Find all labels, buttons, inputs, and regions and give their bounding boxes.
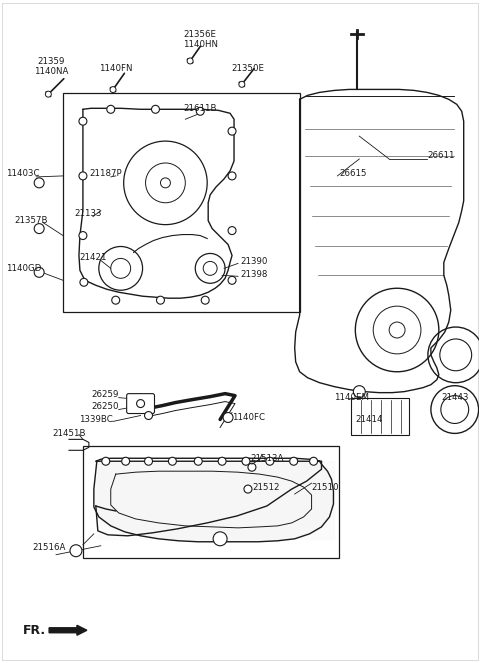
Circle shape — [110, 87, 116, 93]
Text: 21398: 21398 — [240, 271, 267, 279]
Circle shape — [122, 457, 130, 465]
Text: 26259: 26259 — [91, 390, 119, 398]
Circle shape — [248, 463, 256, 471]
Text: 21611B: 21611B — [183, 104, 217, 113]
Circle shape — [201, 296, 209, 304]
Circle shape — [144, 457, 153, 465]
Text: 21421: 21421 — [79, 253, 107, 263]
Text: 1140EM: 1140EM — [334, 392, 369, 402]
Circle shape — [34, 178, 44, 188]
Circle shape — [137, 400, 144, 408]
Text: 26615: 26615 — [339, 169, 367, 178]
Polygon shape — [94, 461, 334, 542]
Circle shape — [213, 532, 227, 546]
Circle shape — [156, 296, 165, 304]
Circle shape — [107, 105, 115, 113]
Text: 26611: 26611 — [427, 151, 455, 160]
Text: 21443: 21443 — [441, 392, 468, 402]
Text: 21187P: 21187P — [89, 169, 122, 178]
Circle shape — [228, 127, 236, 135]
Circle shape — [218, 457, 226, 465]
Circle shape — [228, 172, 236, 180]
Circle shape — [79, 172, 87, 180]
Circle shape — [244, 485, 252, 493]
Circle shape — [70, 545, 82, 557]
Circle shape — [152, 105, 159, 113]
Circle shape — [290, 457, 298, 465]
Circle shape — [168, 457, 176, 465]
Circle shape — [160, 178, 170, 188]
Text: 21350E: 21350E — [231, 64, 264, 72]
Circle shape — [196, 107, 204, 115]
Text: 21451B: 21451B — [52, 430, 86, 438]
Text: 21512: 21512 — [252, 483, 279, 492]
Text: 21414: 21414 — [356, 414, 383, 424]
FancyBboxPatch shape — [127, 394, 155, 414]
Circle shape — [228, 276, 236, 284]
FancyArrow shape — [49, 625, 87, 635]
Text: FR.: FR. — [23, 624, 47, 636]
Circle shape — [223, 412, 233, 422]
Circle shape — [187, 58, 193, 64]
Circle shape — [45, 91, 51, 97]
Circle shape — [239, 82, 245, 88]
Text: 21359
1140NA: 21359 1140NA — [34, 56, 68, 76]
Circle shape — [80, 278, 88, 286]
Circle shape — [34, 267, 44, 277]
Circle shape — [112, 296, 120, 304]
Text: 1140FC: 1140FC — [232, 412, 265, 422]
Bar — [63, 93, 300, 312]
Text: 11403C: 11403C — [7, 169, 40, 178]
Circle shape — [34, 223, 44, 233]
Circle shape — [79, 231, 87, 239]
Text: 21133: 21133 — [74, 209, 102, 217]
Circle shape — [353, 386, 365, 398]
Text: 1140FN: 1140FN — [99, 64, 132, 72]
Text: 21357B: 21357B — [14, 215, 48, 225]
Polygon shape — [69, 440, 89, 450]
Text: 21510: 21510 — [312, 483, 339, 492]
Text: 21516A: 21516A — [33, 543, 66, 552]
Text: 21390: 21390 — [240, 257, 267, 267]
Circle shape — [102, 457, 110, 465]
Circle shape — [194, 457, 202, 465]
Text: 1140GD: 1140GD — [6, 265, 41, 273]
Bar — [351, 398, 409, 436]
Text: 21356E
1140HN: 21356E 1140HN — [183, 30, 218, 49]
Circle shape — [266, 457, 274, 465]
Circle shape — [79, 117, 87, 125]
Text: 1339BC: 1339BC — [79, 414, 113, 424]
Bar — [83, 446, 339, 558]
Text: 26250: 26250 — [91, 402, 119, 410]
Text: 21513A: 21513A — [250, 454, 283, 463]
Circle shape — [144, 412, 153, 420]
Circle shape — [242, 457, 250, 465]
Circle shape — [228, 227, 236, 235]
Circle shape — [310, 457, 318, 465]
